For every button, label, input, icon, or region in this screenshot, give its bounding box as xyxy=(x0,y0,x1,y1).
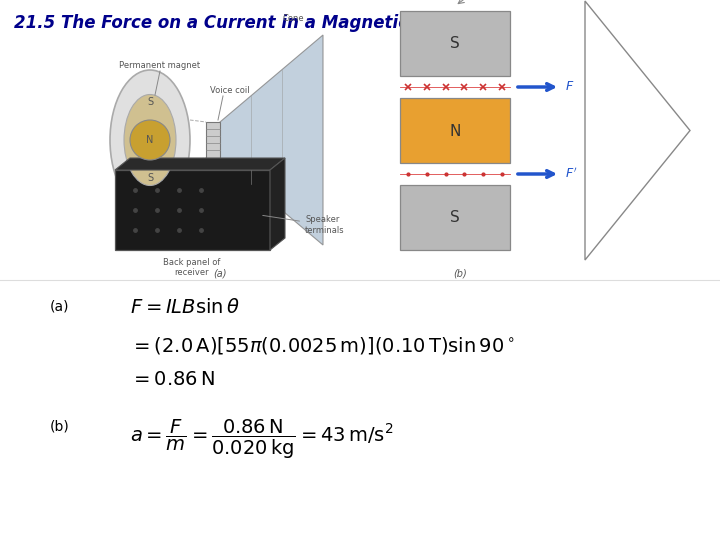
Bar xyxy=(400,11,510,76)
Text: Speaker
terminals: Speaker terminals xyxy=(263,215,345,235)
Text: $a = \dfrac{F}{m} = \dfrac{0.86\,\mathrm{N}}{0.020\,\mathrm{kg}} = 43\,\mathrm{m: $a = \dfrac{F}{m} = \dfrac{0.86\,\mathrm… xyxy=(130,418,393,461)
Text: $= 0.86\,\mathrm{N}$: $= 0.86\,\mathrm{N}$ xyxy=(130,370,215,389)
Text: receiver: receiver xyxy=(175,268,210,277)
Text: N: N xyxy=(146,135,153,145)
Text: N: N xyxy=(449,124,461,138)
Text: (a): (a) xyxy=(50,300,70,314)
Polygon shape xyxy=(220,35,323,245)
Bar xyxy=(400,98,510,163)
Circle shape xyxy=(130,120,170,160)
Text: $F = ILB\sin\theta$: $F = ILB\sin\theta$ xyxy=(130,298,240,317)
Polygon shape xyxy=(270,158,285,250)
Bar xyxy=(400,185,510,250)
Text: Cone: Cone xyxy=(282,14,304,23)
Text: S: S xyxy=(450,211,460,226)
Text: (b): (b) xyxy=(50,420,70,434)
Text: (b): (b) xyxy=(453,268,467,278)
Text: $F$: $F$ xyxy=(565,80,575,93)
Text: Permanent magnet: Permanent magnet xyxy=(120,61,201,70)
Text: $F'$: $F'$ xyxy=(565,167,577,181)
Ellipse shape xyxy=(124,94,176,186)
Text: Voice coil: Voice coil xyxy=(210,86,250,95)
Polygon shape xyxy=(115,158,285,170)
Text: S: S xyxy=(147,97,153,107)
Text: 21.5 The Force on a Current in a Magnetic Field: 21.5 The Force on a Current in a Magneti… xyxy=(14,14,460,32)
Text: $= (2.0\,\mathrm{A})\left[55\pi(0.0025\,\mathrm{m})\right](0.10\,\mathrm{T})\sin: $= (2.0\,\mathrm{A})\left[55\pi(0.0025\,… xyxy=(130,335,515,356)
Bar xyxy=(206,122,220,158)
Text: S: S xyxy=(147,173,153,183)
Text: Back panel of: Back panel of xyxy=(163,258,221,267)
Bar xyxy=(115,170,270,250)
Text: S: S xyxy=(450,37,460,51)
Text: (a): (a) xyxy=(213,268,227,278)
Ellipse shape xyxy=(110,70,190,210)
